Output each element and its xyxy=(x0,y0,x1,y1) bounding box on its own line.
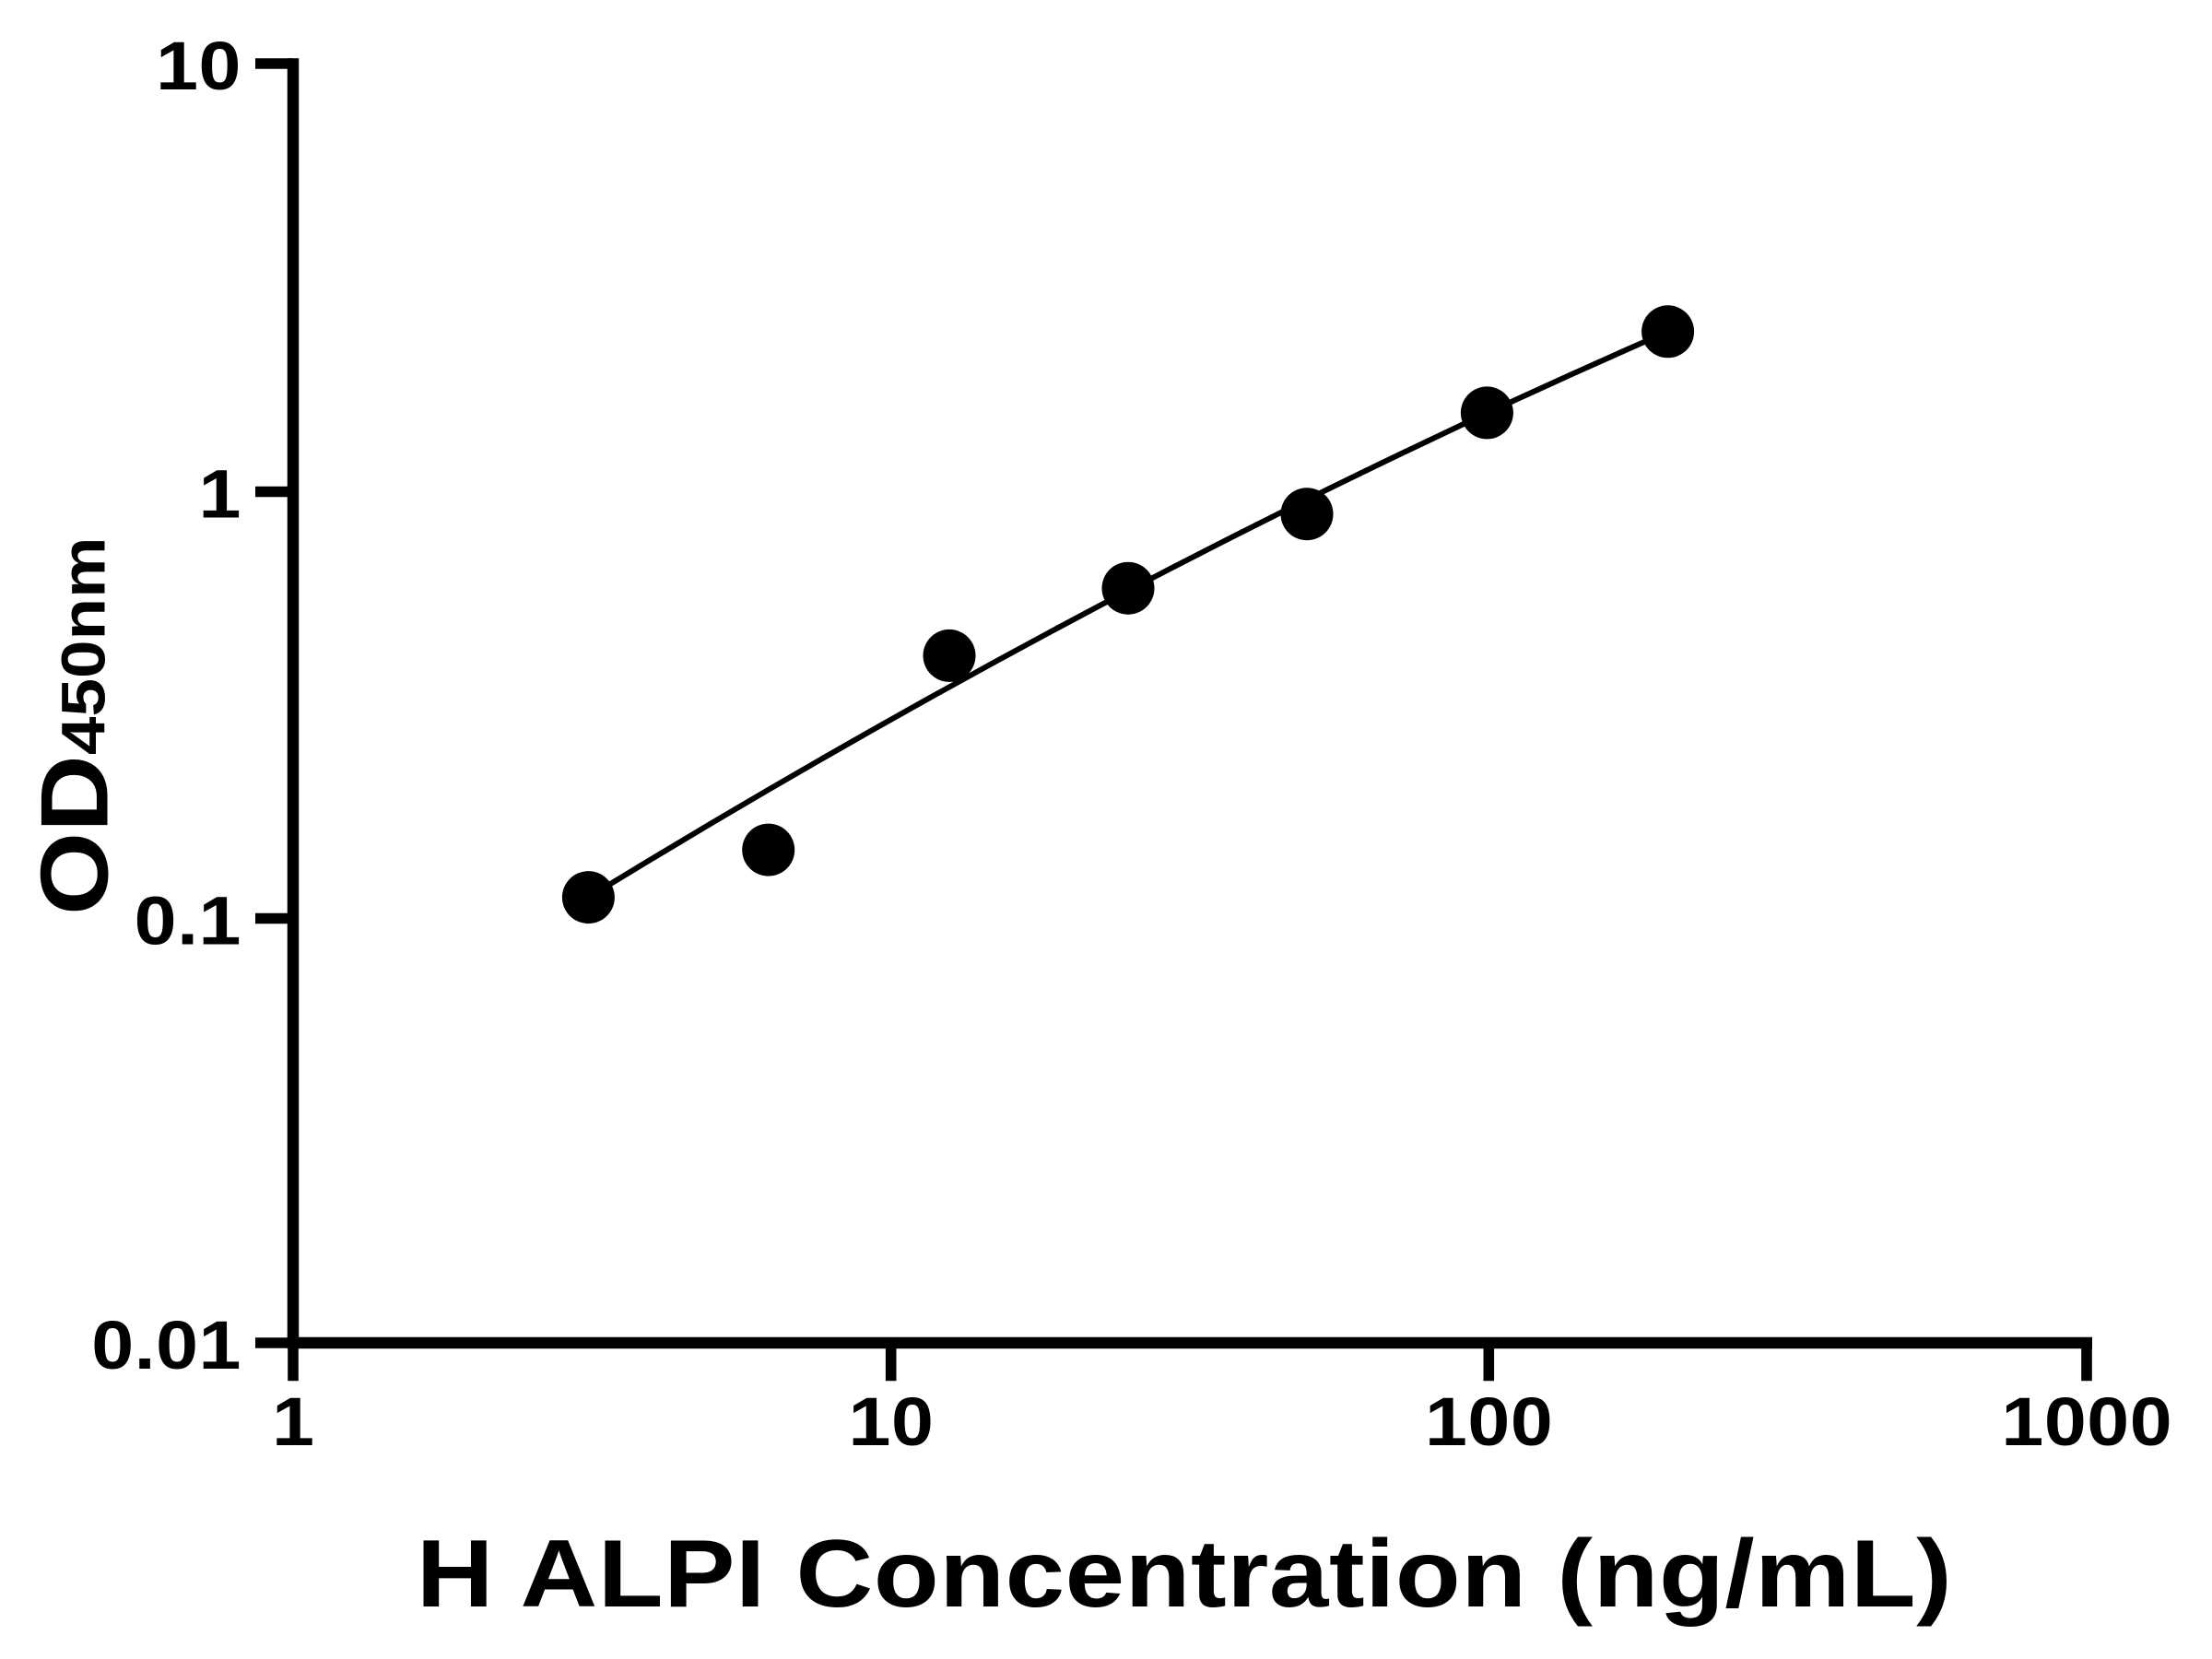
svg-text:1000: 1000 xyxy=(2001,1383,2172,1460)
svg-text:100: 100 xyxy=(1425,1383,1553,1460)
svg-text:0.1: 0.1 xyxy=(135,882,241,959)
svg-text:1: 1 xyxy=(199,455,241,532)
svg-text:10: 10 xyxy=(156,28,241,104)
svg-text:10: 10 xyxy=(849,1383,935,1460)
svg-text:H ALPI Concentration (ng/mL): H ALPI Concentration (ng/mL) xyxy=(417,1521,1953,1628)
svg-text:1: 1 xyxy=(272,1383,314,1460)
svg-text:0.01: 0.01 xyxy=(91,1307,241,1383)
